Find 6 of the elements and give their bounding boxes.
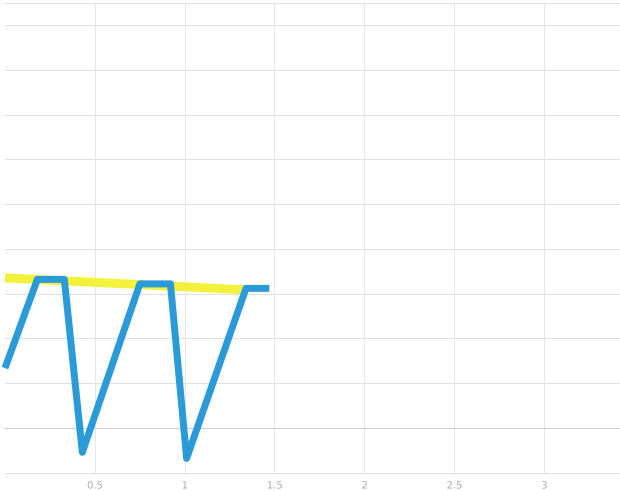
x-tick-label: 1 bbox=[182, 480, 188, 491]
x-tick-label: 3 bbox=[541, 480, 548, 491]
x-tick-label: 2 bbox=[361, 480, 368, 491]
x-tick-label: 0.5 bbox=[86, 480, 103, 491]
x-tick-label: 2.5 bbox=[446, 480, 463, 491]
x-tick-label: 1.5 bbox=[266, 480, 283, 491]
